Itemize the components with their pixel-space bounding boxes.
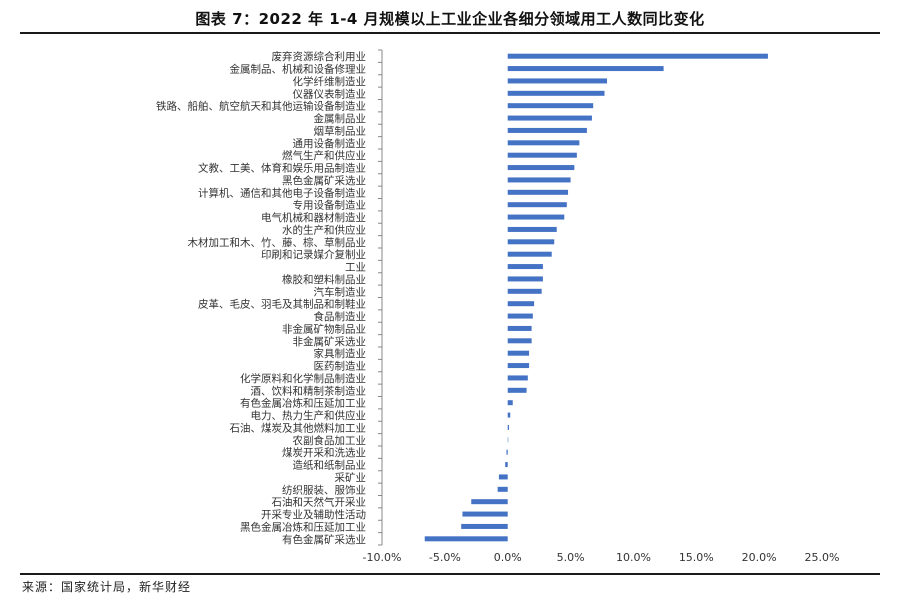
category-label: 专用设备制造业 [293, 199, 367, 212]
bar [507, 338, 532, 344]
category-label: 医药制造业 [314, 360, 367, 373]
bar [507, 325, 532, 331]
category-label: 采矿业 [335, 471, 367, 484]
category-label: 印刷和记录媒介复制业 [261, 248, 366, 261]
title-divider [20, 32, 880, 34]
category-label: 电力、热力生产和供应业 [251, 409, 367, 422]
bar [507, 152, 577, 158]
bar [506, 449, 508, 455]
category-label: 通用设备制造业 [293, 137, 367, 150]
category-label: 废弃资源综合利用业 [272, 50, 367, 63]
category-label: 金属制品业 [314, 112, 367, 125]
axes-group [378, 49, 383, 546]
bar [507, 251, 552, 257]
bar [507, 239, 555, 245]
category-label: 水的生产和供应业 [282, 223, 366, 236]
bar [507, 437, 509, 443]
bar [497, 486, 508, 492]
category-label: 家具制造业 [314, 347, 367, 360]
category-label: 农副食品加工业 [293, 434, 367, 447]
category-label: 开采专业及辅助性活动 [261, 508, 366, 521]
bar [507, 424, 509, 430]
category-label: 铁路、船舶、航空航天和其他运输设备制造业 [156, 100, 366, 113]
category-label: 煤炭开采和洗选业 [282, 446, 366, 459]
chart-title: 图表 7：2022 年 1-4 月规模以上工业企业各细分领域用工人数同比变化 [195, 10, 705, 28]
category-label: 金属制品、机械和设备修理业 [230, 63, 367, 76]
category-label: 文教、工美、体育和娱乐用品制造业 [198, 162, 366, 175]
x-tick-label: 25.0% [805, 551, 840, 564]
bar [507, 276, 543, 282]
bar [507, 214, 565, 220]
category-labels-group: 废弃资源综合利用业金属制品、机械和设备修理业化学纤维制造业仪器仪表制造业铁路、船… [156, 50, 366, 546]
bar [507, 288, 542, 294]
x-tick-label: 5.0% [557, 551, 585, 564]
category-label: 非金属矿采选业 [293, 335, 367, 348]
bar [507, 165, 575, 171]
category-label: 化学纤维制造业 [293, 75, 367, 88]
category-label: 化学原料和化学制品制造业 [240, 372, 366, 385]
bar [507, 177, 571, 183]
category-label: 燃气生产和供应业 [282, 149, 366, 162]
bar [507, 350, 530, 356]
bar [507, 202, 567, 208]
x-tick-label: 0.0% [494, 551, 522, 564]
bar [507, 127, 587, 133]
bar [507, 53, 768, 59]
x-tick-label: 10.0% [616, 551, 651, 564]
bar [507, 313, 533, 319]
x-tick-label: 15.0% [679, 551, 714, 564]
category-label: 非金属矿物制品业 [282, 322, 366, 335]
category-label: 皮革、毛皮、羽毛及其制品和制鞋业 [198, 298, 366, 311]
bar [461, 523, 508, 529]
bar [507, 387, 527, 393]
x-tick-label: -10.0% [363, 551, 402, 564]
bar [507, 140, 580, 146]
category-label: 橡胶和塑料制品业 [282, 273, 366, 286]
bar [507, 90, 605, 96]
bar [507, 375, 528, 381]
x-tick-label: -5.0% [429, 551, 461, 564]
bar [507, 412, 511, 418]
bar [507, 301, 535, 307]
x-tick-label: 20.0% [742, 551, 777, 564]
bar [507, 189, 569, 195]
bars-group [424, 53, 768, 542]
bar [498, 474, 508, 480]
category-label: 石油、煤炭及其他燃料加工业 [230, 421, 367, 434]
bar [507, 103, 594, 109]
category-label: 计算机、通信和其他电子设备制造业 [198, 186, 366, 199]
bar [507, 66, 664, 72]
bar [507, 115, 592, 121]
category-label: 纺织服装、服饰业 [282, 483, 366, 496]
bar [507, 363, 530, 369]
category-label: 石油和天然气开采业 [272, 496, 367, 509]
bar [505, 462, 508, 468]
footer-divider [20, 573, 880, 575]
category-label: 造纸和纸制品业 [293, 459, 367, 472]
category-label: 黑色金属冶炼和压延加工业 [240, 520, 366, 533]
category-label: 烟草制品业 [314, 124, 367, 137]
bar [471, 499, 508, 505]
bar [462, 511, 508, 517]
category-label: 有色金属矿采选业 [282, 533, 366, 546]
bar [507, 226, 557, 232]
x-tick-labels-group: -10.0% -5.0% 0.0% 5.0% 10.0% 15.0% 20.0% 25.0% [363, 551, 840, 564]
bar [424, 536, 508, 542]
bar [507, 78, 608, 84]
category-label: 工业 [345, 262, 366, 274]
source-note: 来源：国家统计局，新华财经 [22, 580, 192, 594]
category-label: 仪器仪表制造业 [293, 87, 367, 100]
category-label: 木材加工和木、竹、藤、棕、草制品业 [188, 236, 367, 249]
bar [507, 264, 543, 270]
category-label: 酒、饮料和精制茶制造业 [251, 384, 367, 397]
category-label: 食品制造业 [314, 310, 367, 323]
category-label: 黑色金属矿采选业 [282, 174, 366, 187]
category-label: 电气机械和器材制造业 [261, 211, 366, 224]
category-label: 有色金属冶炼和压延加工业 [240, 397, 366, 410]
bar [507, 400, 513, 406]
category-label: 汽车制造业 [314, 285, 367, 298]
